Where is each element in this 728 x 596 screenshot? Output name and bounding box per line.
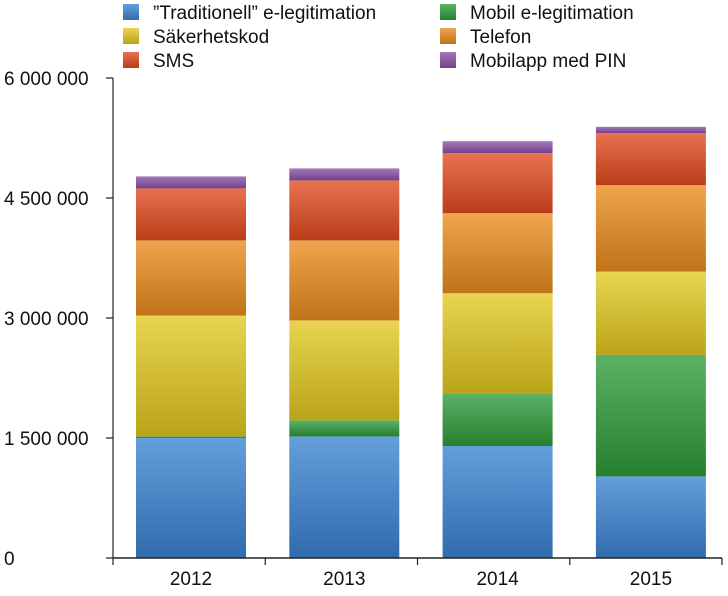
bar-segment [136,315,246,437]
legend-label: Mobilapp med PIN [470,51,626,72]
x-tick-label: 2013 [323,569,365,590]
bar-segment [595,354,706,477]
bar-segment [595,126,706,134]
legend-label: Telefon [470,27,531,48]
bar-segment [136,436,246,438]
legend-item: Säkerhetskod [123,27,269,48]
legend-swatch [123,52,139,68]
x-axis: 2012 2013 2014 2015 [112,557,723,590]
bar-segment [442,293,553,394]
legend-swatch [123,28,139,44]
legend-label: ”Traditionell” e-legitimation [153,3,376,24]
bar-segment [595,476,706,558]
bar-segment [289,320,400,421]
legend-label: Säkerhetskod [153,27,269,48]
bar-segment [595,133,706,186]
y-tick-label: 4 500 000 [4,189,89,210]
y-tick-label: 1 500 000 [4,429,89,450]
bar-segment [289,420,400,437]
bar-segment [136,176,246,189]
bar-segment [289,436,400,558]
legend-item: SMS [123,51,194,72]
legend-swatch [123,4,139,20]
bar-segment [289,180,400,241]
bar-segment [595,271,706,355]
x-tick-label: 2012 [170,569,212,590]
bar-segment [289,168,400,181]
y-tick-label: 6 000 000 [4,69,89,90]
bar-segment [442,213,553,294]
bar-segment [442,446,553,558]
legend-label: SMS [153,51,194,72]
bar-segment [442,153,553,214]
legend-swatch [440,4,456,20]
bar-segment [442,141,553,154]
legend-swatch [440,28,456,44]
x-tick-label: 2015 [630,569,672,590]
bar-segment [289,240,400,321]
y-tick-label: 0 [4,549,15,570]
legend-swatch [440,52,456,68]
legend-item: ”Traditionell” e-legitimation [123,3,376,24]
legend: ”Traditionell” e-legitimation Mobil e-leg… [123,3,634,72]
legend-item: Mobilapp med PIN [440,51,626,72]
y-tick-label: 3 000 000 [4,309,89,330]
y-axis: 0 1 500 000 3 000 000 4 500 000 6 000 000 [4,69,114,570]
bars [136,126,706,558]
bar-segment [442,393,553,446]
legend-item: Mobil e-legitimation [440,3,634,24]
legend-label: Mobil e-legitimation [470,3,634,24]
legend-item: Telefon [440,27,531,48]
x-tick-label: 2014 [476,569,519,590]
bar-segment [136,438,246,558]
bar-segment [136,240,246,316]
bar-segment [136,188,246,241]
bar-segment [595,185,706,272]
